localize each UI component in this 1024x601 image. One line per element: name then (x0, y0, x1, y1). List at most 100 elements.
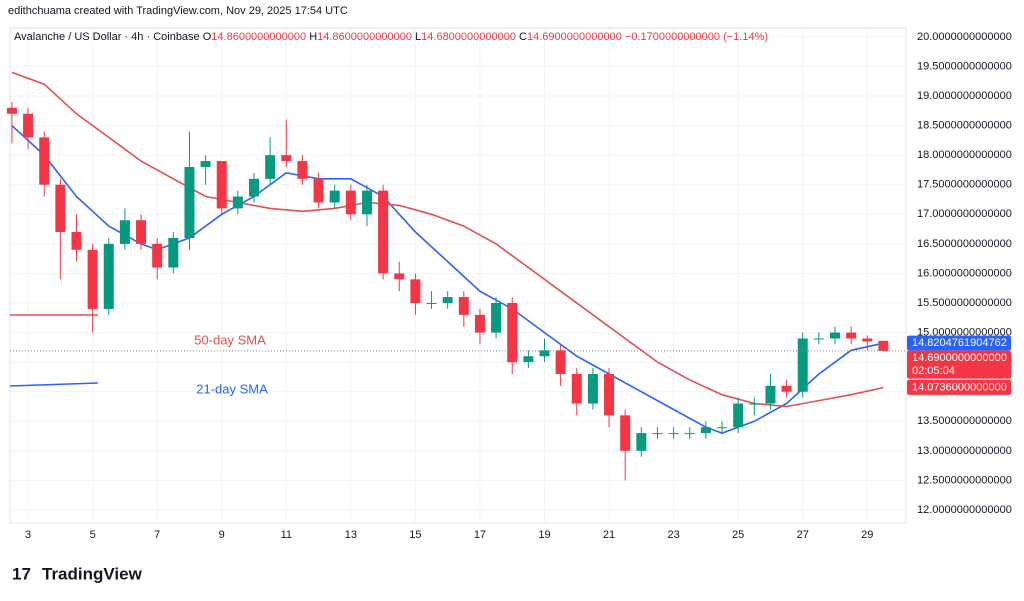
y-tick-label: 20.0000000000000 (917, 31, 1012, 43)
candle-body (846, 332, 857, 339)
sma-label: 50-day SMA (194, 332, 266, 347)
price-label-box (907, 350, 1011, 379)
x-tick-label: 5 (90, 529, 96, 541)
ohlc: O14.8600000000000 H14.8600000000000 L14.… (203, 31, 625, 43)
ohlc-value: 14.8600000000000 (211, 31, 307, 43)
candle-body (394, 273, 405, 280)
price-label: 14.6900000000000 (912, 352, 1007, 364)
candle-body (604, 373, 615, 416)
candle-body (265, 155, 276, 179)
y-tick-label: 13.5000000000000 (917, 415, 1012, 427)
y-tick-label: 17.5000000000000 (917, 179, 1012, 191)
y-tick-label: 12.0000000000000 (917, 504, 1012, 516)
brand: TradingView (42, 564, 143, 583)
y-tick-label: 18.0000000000000 (917, 149, 1012, 161)
candle-body (862, 338, 873, 342)
y-tick-label: 17.0000000000000 (917, 208, 1012, 220)
x-tick-label: 21 (603, 529, 615, 541)
candle-body (507, 303, 518, 363)
logo: 17 TradingView (12, 564, 143, 583)
candle-body (232, 196, 243, 209)
candle-body (458, 297, 469, 315)
logo-mark: 17 (12, 564, 31, 583)
candle-body (168, 237, 179, 268)
y-tick-label: 15.5000000000000 (917, 297, 1012, 309)
candle-body (717, 427, 728, 429)
candle-body (345, 190, 356, 215)
y-tick-label: 16.5000000000000 (917, 238, 1012, 250)
x-tick-label: 17 (474, 529, 486, 541)
countdown: 02:05:04 (912, 365, 955, 377)
price-label: 14.0736000000000 (912, 381, 1007, 393)
candle-body (652, 433, 663, 435)
candle-body (829, 332, 840, 339)
candle-body (765, 385, 776, 404)
candle-body (700, 427, 711, 434)
ohlc-value: 14.8600000000000 (317, 31, 412, 43)
candle-body (668, 433, 679, 435)
change: −0.1700000000000 (−1.14%) (624, 31, 769, 43)
candle-body (6, 107, 17, 114)
candle-body (426, 303, 437, 304)
candle-body (523, 356, 534, 363)
attribution: edithchuama created with TradingView.com… (8, 5, 348, 17)
ohlc-value: 14.6900000000000 (527, 31, 622, 43)
x-tick-label: 11 (281, 529, 292, 541)
candle-body (781, 385, 792, 392)
ohlc-value: 14.6800000000000 (421, 31, 516, 43)
candle-body (620, 415, 631, 451)
candle-body (152, 243, 163, 268)
sma-line (11, 125, 884, 434)
candle-body (636, 433, 647, 451)
candle-body (684, 433, 695, 435)
x-tick-label: 13 (345, 529, 357, 541)
candle-body (749, 403, 760, 405)
candle-body (281, 155, 292, 162)
ohlc-key: L (415, 31, 422, 43)
candle-body (39, 137, 50, 185)
ohlc-key: C (519, 31, 527, 43)
candle-body (797, 338, 808, 392)
y-tick-label: 13.0000000000000 (917, 445, 1012, 457)
candle-body (249, 178, 260, 197)
candle-body (329, 190, 340, 203)
y-tick-label: 19.0000000000000 (917, 90, 1012, 102)
y-tick-label: 16.0000000000000 (917, 267, 1012, 279)
candle-body (23, 113, 34, 138)
y-tick-label: 18.5000000000000 (917, 119, 1012, 131)
candle-body (491, 303, 502, 333)
candle-body (539, 350, 550, 357)
y-tick-label: 19.5000000000000 (917, 60, 1012, 72)
candle-body (361, 190, 372, 215)
candle-body (200, 161, 211, 167)
candle-body (587, 373, 598, 404)
price-label-box (907, 335, 1011, 351)
candle-body (733, 403, 744, 428)
x-tick-label: 9 (219, 529, 225, 541)
candle-body (410, 279, 421, 303)
x-tick-label: 29 (861, 529, 873, 541)
ohlc-key: O (202, 31, 212, 43)
y-tick-label: 15.0000000000000 (917, 326, 1012, 338)
candle-body (813, 338, 824, 340)
candle-body (878, 340, 889, 351)
candle-body (136, 220, 147, 244)
symbol-legend: Avalanche / US Dollar · 4h · Coinbase O1… (14, 31, 768, 43)
price-label: 14.8204761904762 (912, 337, 1007, 349)
candle-body (313, 178, 324, 203)
x-tick-label: 19 (538, 529, 550, 541)
candle-body (555, 350, 566, 374)
candle-body (71, 232, 82, 250)
sma-label: 21-day SMA (196, 381, 268, 396)
x-tick-label: 15 (409, 529, 421, 541)
candle-body (297, 161, 308, 179)
x-tick-label: 27 (797, 529, 809, 541)
candle-body (571, 373, 582, 404)
candle-body (87, 249, 98, 309)
candle-body (103, 243, 114, 309)
candle-body (442, 297, 453, 303)
x-tick-label: 3 (25, 529, 31, 541)
x-tick-label: 25 (732, 529, 744, 541)
